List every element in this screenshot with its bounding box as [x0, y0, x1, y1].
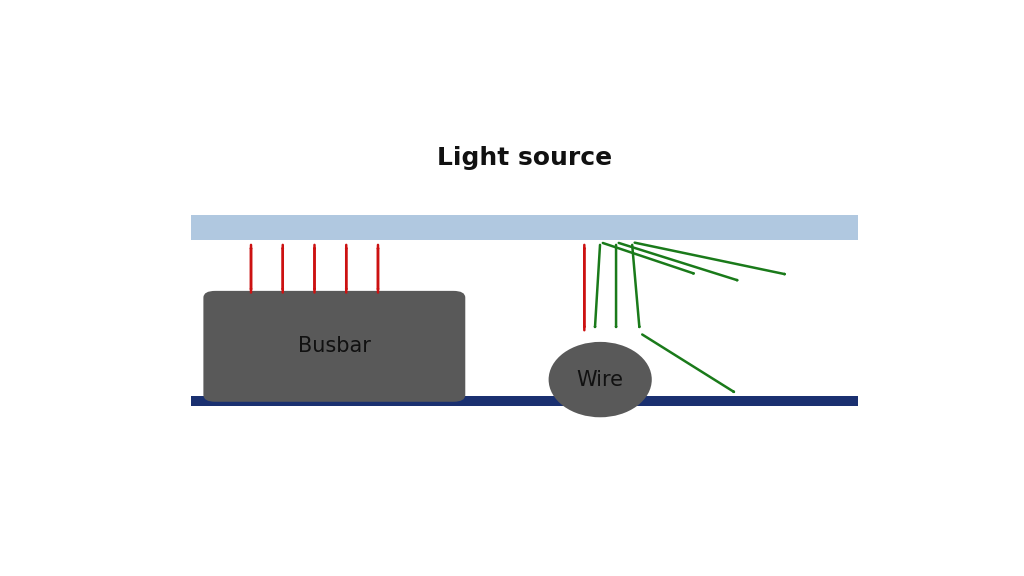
Bar	[191, 396, 858, 406]
Text: Wire: Wire	[577, 370, 624, 389]
FancyBboxPatch shape	[204, 291, 465, 402]
Text: Light source: Light source	[437, 146, 612, 170]
Bar	[191, 215, 858, 240]
Ellipse shape	[549, 342, 652, 417]
Text: Busbar: Busbar	[298, 336, 371, 357]
